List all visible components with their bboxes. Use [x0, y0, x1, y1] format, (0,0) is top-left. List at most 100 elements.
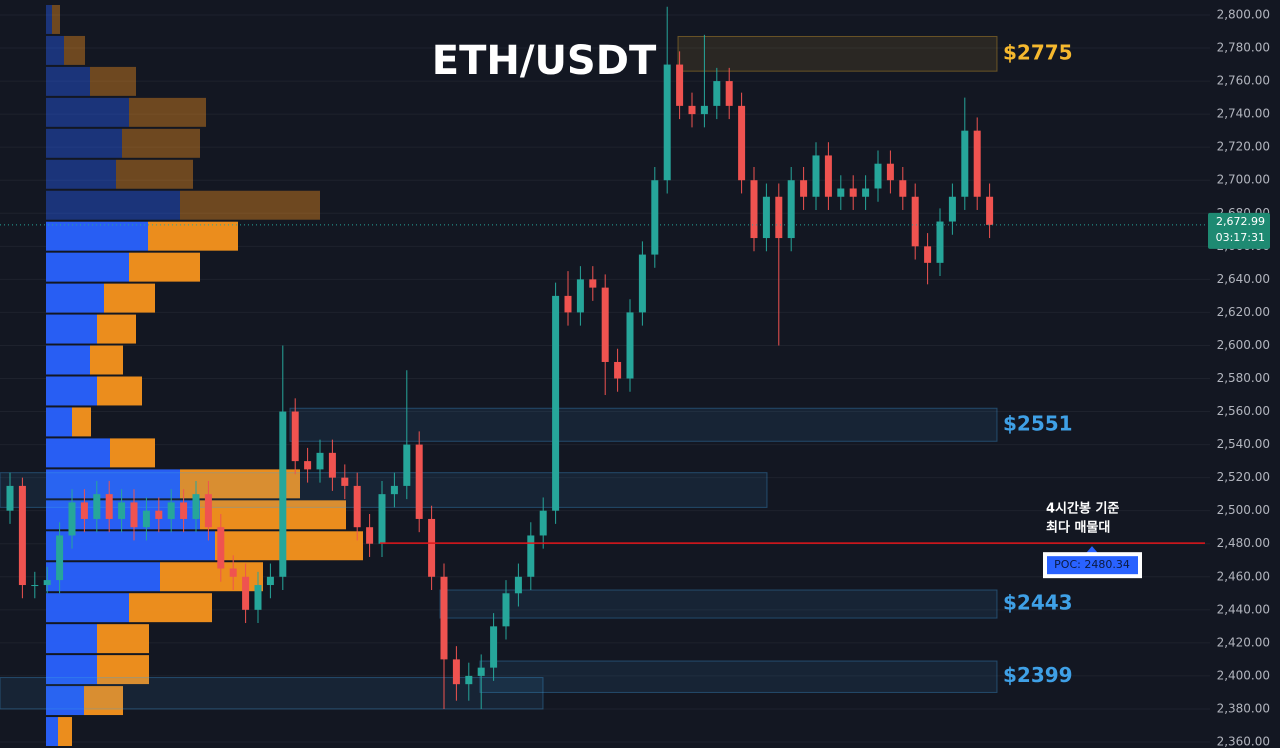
y-tick-label: 2,800.00	[1217, 8, 1270, 22]
profile-sell	[129, 252, 200, 282]
candle-body	[6, 485, 14, 511]
y-tick-label: 2,580.00	[1217, 371, 1270, 385]
candle-body	[490, 626, 498, 668]
profile-sell	[97, 314, 136, 344]
candle-body	[663, 64, 671, 181]
countdown: 03:17:31	[1216, 231, 1265, 244]
profile-buy	[46, 531, 215, 561]
candle-body	[961, 130, 969, 197]
y-tick-label: 2,760.00	[1217, 74, 1270, 88]
profile-buy	[46, 35, 64, 65]
profile-buy	[46, 283, 104, 313]
candle-body	[775, 196, 783, 239]
candle-body	[527, 535, 535, 577]
candle-body	[428, 518, 436, 577]
y-tick-label: 2,720.00	[1217, 140, 1270, 154]
candle-body	[539, 510, 547, 536]
y-tick-label: 2,740.00	[1217, 107, 1270, 121]
candle-body	[204, 494, 212, 528]
candle-body	[93, 494, 101, 519]
candle-body	[824, 155, 832, 197]
candle-body	[899, 180, 907, 197]
profile-sell	[110, 438, 155, 468]
profile-sell	[72, 407, 91, 437]
candle-body	[229, 568, 237, 577]
zone-label: $2443	[1003, 591, 1073, 615]
candle-body	[80, 502, 88, 519]
zone	[439, 589, 998, 619]
candle-body	[924, 246, 932, 263]
y-tick-label: 2,500.00	[1217, 503, 1270, 517]
candle-body	[874, 163, 882, 189]
candle-body	[812, 155, 820, 197]
poc-box-inner	[1047, 556, 1138, 575]
y-tick-label: 2,640.00	[1217, 272, 1270, 286]
candle-body	[837, 188, 845, 197]
candle-body	[750, 180, 758, 239]
profile-sell	[104, 283, 155, 313]
y-tick-label: 2,520.00	[1217, 470, 1270, 484]
candle-body	[68, 502, 76, 536]
candle-body	[601, 287, 609, 362]
profile-buy	[46, 159, 116, 189]
candle-body	[800, 180, 808, 197]
y-tick-label: 2,560.00	[1217, 404, 1270, 418]
profile-sell	[122, 128, 200, 158]
profile-sell	[148, 221, 238, 251]
profile-buy	[46, 717, 58, 746]
candle-body	[626, 312, 634, 379]
profile-sell	[97, 624, 149, 654]
profile-buy	[46, 686, 84, 716]
candle-body	[849, 188, 857, 197]
candle-body	[676, 64, 684, 106]
profile-sell	[215, 531, 363, 561]
profile-buy	[46, 376, 97, 406]
candle-body	[378, 494, 386, 544]
candle-body	[130, 502, 138, 528]
zone	[289, 407, 998, 442]
y-tick-label: 2,360.00	[1217, 735, 1270, 748]
profile-sell	[90, 66, 136, 96]
y-tick-label: 2,700.00	[1217, 173, 1270, 187]
candle-body	[403, 444, 411, 486]
candle-body	[192, 494, 200, 519]
candle-body	[564, 295, 572, 313]
profile-buy	[46, 314, 97, 344]
y-tick-label: 2,780.00	[1217, 41, 1270, 55]
candle-body	[353, 485, 361, 528]
profile-sell	[90, 345, 123, 375]
candle-body	[725, 81, 733, 106]
profile-sell	[180, 190, 320, 220]
profile-buy	[46, 407, 72, 437]
candle-body	[254, 585, 262, 610]
y-tick-label: 2,380.00	[1217, 701, 1270, 715]
candle-body	[279, 411, 287, 577]
candle-body	[266, 576, 274, 586]
profile-sell	[84, 686, 123, 716]
candle-body	[688, 105, 696, 115]
annotation: 최다 매물대	[1046, 520, 1110, 536]
candle-body	[304, 461, 312, 470]
profile-buy	[46, 97, 129, 127]
candle-body	[390, 485, 398, 495]
candle-body	[43, 580, 51, 586]
y-tick-label: 2,480.00	[1217, 536, 1270, 550]
zone-label: $2551	[1003, 411, 1073, 435]
candle-body	[651, 180, 659, 255]
candle-body	[118, 502, 126, 519]
candle-body	[576, 279, 584, 313]
profile-buy	[46, 66, 90, 96]
candle-body	[738, 105, 746, 181]
candle-body	[217, 527, 225, 569]
candle-body	[700, 105, 708, 115]
candle-body	[886, 163, 894, 181]
y-tick-label: 2,460.00	[1217, 569, 1270, 583]
profile-sell	[52, 5, 60, 34]
poc-pointer	[1086, 546, 1098, 554]
candle-body	[862, 188, 870, 197]
candle-body	[142, 510, 150, 528]
candle-body	[452, 659, 460, 685]
zone	[479, 660, 998, 693]
profile-sell	[200, 500, 346, 530]
